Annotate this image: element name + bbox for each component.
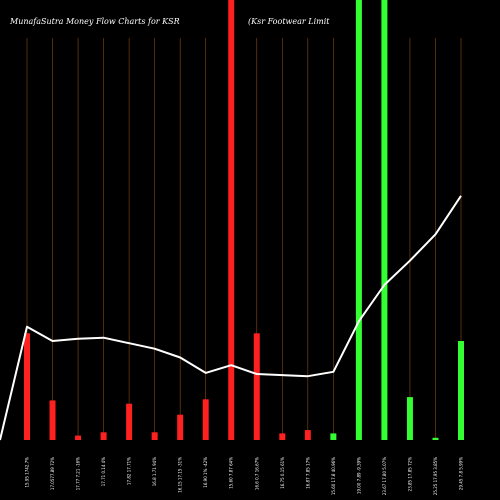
x-tick-label: 15.60 17.8 40.96% <box>331 457 336 495</box>
x-tick-label: 23.85 17.85 72% <box>407 457 412 492</box>
money-flow-bar <box>253 333 260 440</box>
money-flow-bar <box>151 432 158 440</box>
money-flow-bar <box>177 414 184 440</box>
x-tick-label: 16.90 1% -42% <box>203 457 208 488</box>
money-flow-bar <box>75 435 82 440</box>
x-tick-label: 16.15 17.15 -31% <box>178 457 183 493</box>
x-tick-label: 16.8 1.71 94% <box>152 457 157 486</box>
money-flow-bar <box>304 430 311 440</box>
x-tick-label: 16.6 0.7 16.67% <box>254 457 259 490</box>
x-tick-label: 15.95 1742.7% <box>25 457 30 488</box>
x-tick-label: 17.77 7.21 -16% <box>76 457 81 490</box>
money-flow-bar <box>458 341 464 440</box>
flow-line <box>0 195 462 441</box>
money-flow-bar <box>381 0 388 440</box>
chart-title-right: (Ksr Footwear Limit <box>248 17 330 26</box>
money-flow-line <box>0 195 462 441</box>
x-tick-label: 16.87 7.85 17% <box>305 457 310 489</box>
x-tick-label: 15.60 7.87 64% <box>229 457 234 489</box>
money-flow-bar <box>228 0 235 440</box>
x-tick-label: 23.67 17.80 5.07% <box>382 457 387 495</box>
x-tick-label: 25.25 17.95 3.85% <box>433 457 438 495</box>
x-tick-label: 16.75 0.15 61% <box>280 457 285 489</box>
money-flow-bar <box>100 432 107 440</box>
money-flow-bar <box>49 400 56 440</box>
money-flow-bar <box>330 433 337 440</box>
x-tick-label: 19.00 7.89 -9.39% <box>356 457 361 494</box>
bars <box>24 0 464 440</box>
x-tick-label: 29.45 7.8 5.99% <box>459 457 464 490</box>
money-flow-bar <box>202 399 209 440</box>
money-flow-bar <box>279 433 286 440</box>
money-flow-bar <box>406 397 413 440</box>
money-flow-bar <box>432 437 439 440</box>
x-tick-label: 17.82 17.71% <box>127 457 132 485</box>
x-tick-label: 17.0577.89 72% <box>50 457 55 490</box>
chart-title-left: MunafaSutra Money Flow Charts for KSR <box>9 17 180 26</box>
x-tick-labels: 15.95 1742.7% 17.0577.89 72% 17.77 7.21 -1… <box>25 457 464 495</box>
money-flow-bar <box>126 403 133 440</box>
x-tick-label: 17.71 0.14 4% <box>101 457 106 486</box>
money-flow-bar <box>24 333 30 440</box>
money-flow-bar <box>355 0 362 440</box>
